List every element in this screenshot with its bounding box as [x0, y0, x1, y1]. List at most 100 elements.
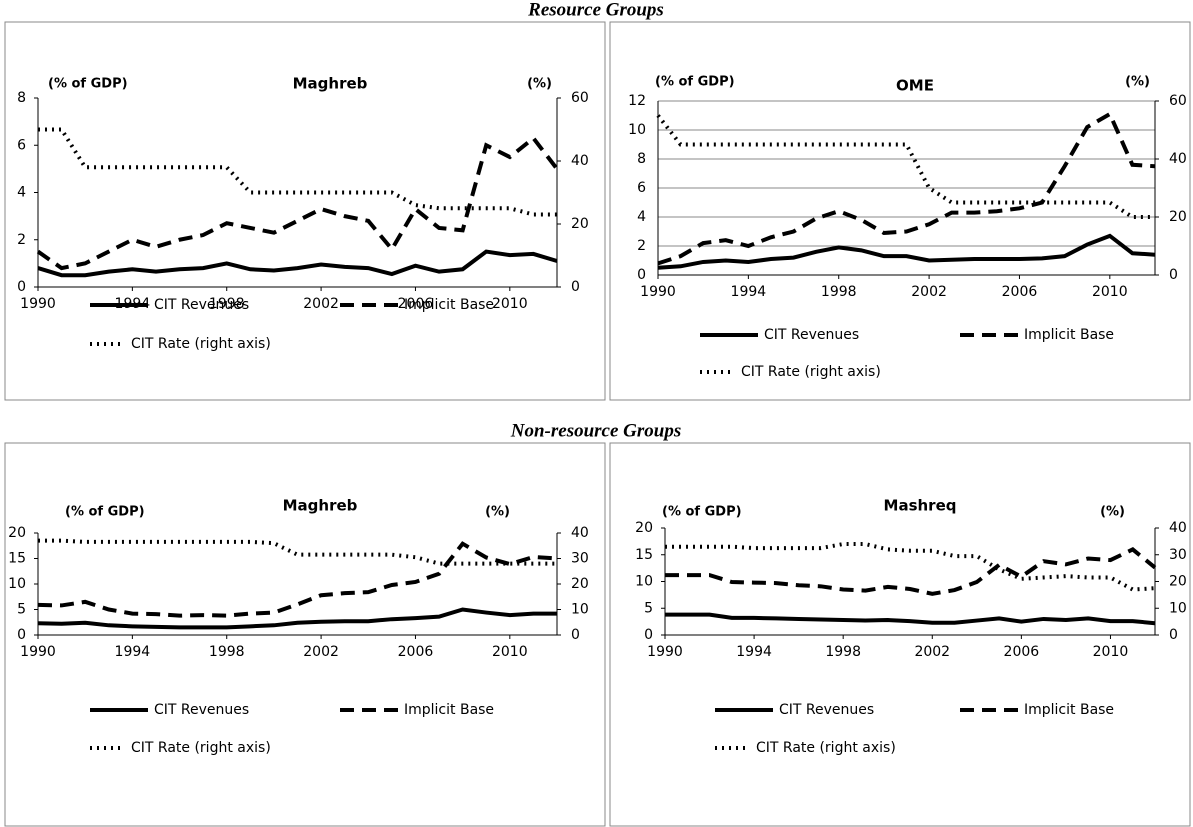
- y-tick-label: 20: [8, 525, 26, 541]
- y2-tick-label: 40: [571, 153, 589, 169]
- y-axis-label: (% of GDP): [655, 75, 735, 90]
- chart-title: OME: [896, 77, 934, 95]
- x-tick-label: 1994: [115, 644, 151, 660]
- y2-tick-label: 30: [1169, 547, 1187, 563]
- x-tick-label: 2010: [492, 644, 528, 660]
- chart-title: Maghreb: [283, 497, 358, 515]
- y-tick-label: 4: [17, 185, 26, 201]
- legend-label: Implicit Base: [1024, 327, 1114, 343]
- y-tick-label: 0: [644, 627, 653, 643]
- y-tick-label: 6: [17, 137, 26, 153]
- y2-axis-label: (%): [527, 77, 552, 92]
- y-tick-label: 0: [637, 267, 646, 283]
- y-tick-label: 10: [628, 122, 646, 138]
- legend-label: CIT Revenues: [779, 702, 874, 718]
- x-tick-label: 2006: [398, 644, 434, 660]
- y2-tick-label: 20: [571, 576, 589, 592]
- legend-label: CIT Revenues: [764, 327, 859, 343]
- y2-tick-label: 20: [1169, 574, 1187, 590]
- y2-axis-label: (%): [1100, 505, 1125, 520]
- x-tick-label: 1998: [209, 644, 245, 660]
- y-tick-label: 10: [8, 576, 26, 592]
- y-tick-label: 15: [8, 551, 26, 567]
- y-tick-label: 15: [635, 547, 653, 563]
- y-axis-label: (% of GDP): [48, 77, 128, 92]
- series-line: [657, 111, 1156, 266]
- y2-tick-label: 10: [571, 602, 589, 618]
- y2-tick-label: 20: [571, 216, 589, 232]
- y-tick-label: 8: [637, 151, 646, 167]
- y2-axis-label: (%): [1125, 75, 1150, 90]
- y-tick-label: 12: [628, 93, 646, 109]
- x-tick-label: 2002: [303, 296, 339, 312]
- y2-tick-label: 60: [571, 90, 589, 106]
- legend-label: CIT Revenues: [154, 702, 249, 718]
- series-line: [665, 547, 1157, 596]
- group-heading: Resource Groups: [527, 0, 664, 20]
- y-tick-label: 20: [635, 520, 653, 536]
- series-line: [656, 114, 1155, 219]
- x-tick-label: 1990: [20, 644, 56, 660]
- y2-tick-label: 10: [1169, 600, 1187, 616]
- y2-tick-label: 40: [571, 525, 589, 541]
- legend-label: CIT Rate (right axis): [131, 740, 271, 756]
- x-tick-label: 1990: [20, 296, 56, 312]
- y2-tick-label: 40: [1169, 520, 1187, 536]
- y-axis-label: (% of GDP): [662, 505, 742, 520]
- group-heading: Non-resource Groups: [510, 420, 682, 441]
- y-tick-label: 10: [635, 574, 653, 590]
- y2-tick-label: 0: [1169, 267, 1178, 283]
- y2-tick-label: 0: [1169, 627, 1178, 643]
- legend-label: CIT Rate (right axis): [756, 740, 896, 756]
- x-tick-label: 1998: [821, 284, 857, 300]
- x-tick-label: 2006: [1004, 644, 1040, 660]
- series-line: [37, 249, 558, 278]
- y-tick-label: 0: [17, 627, 26, 643]
- y-tick-label: 2: [17, 232, 26, 248]
- y-tick-label: 4: [637, 209, 646, 225]
- x-tick-label: 2006: [1002, 284, 1038, 300]
- series-line: [665, 542, 1156, 592]
- y2-axis-label: (%): [485, 505, 510, 520]
- y2-tick-label: 40: [1169, 151, 1187, 167]
- x-tick-label: 1990: [647, 644, 683, 660]
- y2-tick-label: 0: [571, 627, 580, 643]
- panel-frame: [609, 442, 1191, 827]
- series-line: [37, 541, 558, 618]
- y-tick-label: 5: [17, 602, 26, 618]
- y-axis-label: (% of GDP): [65, 505, 145, 520]
- x-tick-label: 2002: [914, 644, 950, 660]
- y2-tick-label: 0: [571, 279, 580, 295]
- y2-tick-label: 20: [1169, 209, 1187, 225]
- legend-label: CIT Rate (right axis): [741, 364, 881, 380]
- y2-tick-label: 60: [1169, 93, 1187, 109]
- x-tick-label: 2006: [398, 296, 434, 312]
- x-tick-label: 1990: [640, 284, 676, 300]
- y-tick-label: 5: [644, 600, 653, 616]
- series-line: [657, 233, 1156, 270]
- y2-tick-label: 30: [571, 551, 589, 567]
- x-tick-label: 2002: [911, 284, 947, 300]
- x-tick-label: 1998: [825, 644, 861, 660]
- panel-frame: [4, 21, 606, 401]
- series-line: [665, 612, 1156, 626]
- series-line: [36, 135, 559, 271]
- y-tick-label: 2: [637, 238, 646, 254]
- chart-title: Mashreq: [884, 497, 957, 515]
- legend-label: CIT Rate (right axis): [131, 336, 271, 352]
- x-tick-label: 2010: [1093, 644, 1129, 660]
- x-tick-label: 2002: [303, 644, 339, 660]
- series-line: [37, 607, 557, 630]
- x-tick-label: 2010: [1092, 284, 1128, 300]
- x-tick-label: 2010: [492, 296, 528, 312]
- legend-label: Implicit Base: [404, 702, 494, 718]
- legend-label: Implicit Base: [1024, 702, 1114, 718]
- y-tick-label: 8: [17, 90, 26, 106]
- chart-title: Maghreb: [293, 75, 368, 93]
- legend-label: Implicit Base: [404, 297, 494, 313]
- x-tick-label: 1994: [736, 644, 772, 660]
- legend-label: CIT Revenues: [154, 297, 249, 313]
- y-tick-label: 0: [17, 279, 26, 295]
- y-tick-label: 6: [637, 180, 646, 196]
- panel-frame: [609, 21, 1191, 401]
